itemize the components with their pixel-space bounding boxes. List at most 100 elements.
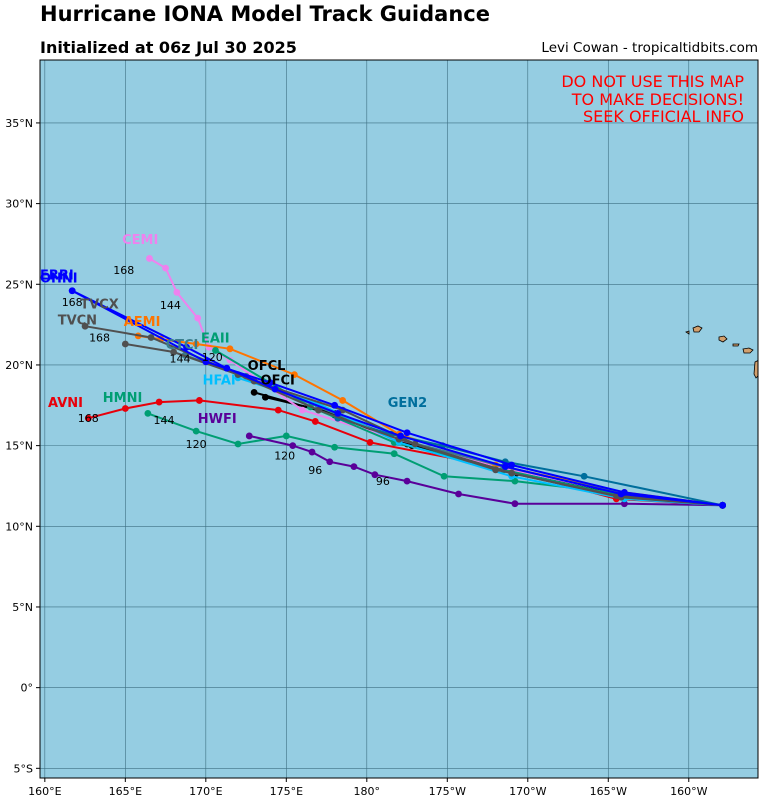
hour-label: 144 bbox=[170, 352, 191, 365]
hour-label: 168 bbox=[62, 296, 83, 309]
track-point-ohni bbox=[331, 401, 339, 409]
track-point-hwfi bbox=[289, 442, 297, 450]
hour-label: 96 bbox=[376, 475, 390, 488]
track-point-ofci bbox=[261, 393, 269, 401]
track-point-tvcx bbox=[492, 466, 499, 474]
track-point-avni bbox=[155, 398, 163, 406]
map-frame bbox=[39, 59, 759, 779]
track-point-hmni bbox=[511, 477, 519, 485]
track-point-hwfi bbox=[308, 448, 316, 456]
x-tick-label: 170°E bbox=[189, 785, 222, 798]
maui-island bbox=[742, 347, 754, 354]
track-point-ohni bbox=[620, 489, 628, 496]
warning-line-2: TO MAKE DECISIONS! bbox=[571, 90, 744, 109]
hour-label: 120 bbox=[274, 449, 295, 462]
track-point-ohni bbox=[266, 379, 274, 387]
track-point-ohni bbox=[508, 461, 516, 469]
track-point-tvcx bbox=[170, 348, 178, 356]
track-point-tvcn bbox=[147, 334, 155, 341]
track-point-cemi bbox=[194, 314, 202, 322]
track-point-ohni bbox=[68, 287, 76, 295]
track-point-avni bbox=[311, 418, 319, 425]
model-label-cemi: CEMI bbox=[122, 233, 158, 248]
hawaii-island bbox=[753, 360, 758, 379]
x-tick-label: 175°W bbox=[429, 785, 466, 798]
x-tick-label: 165°W bbox=[590, 785, 627, 798]
hour-label: 144 bbox=[160, 299, 181, 312]
y-tick-label: 25°N bbox=[5, 278, 33, 291]
track-point-avni bbox=[195, 397, 203, 404]
track-hfai bbox=[237, 376, 723, 507]
track-point-hmni bbox=[390, 450, 398, 458]
model-labels: 168 168 144 120 144 120 144 120 96 96 168 168 OFCLOF… bbox=[40, 233, 427, 488]
hour-label: 168 bbox=[78, 412, 99, 425]
track-point-aemi bbox=[290, 371, 298, 379]
land-features bbox=[685, 325, 758, 379]
y-tick-label: 30°N bbox=[5, 198, 33, 211]
track-point-ofcl bbox=[250, 388, 258, 396]
model-label-ohni: OHNI bbox=[40, 272, 78, 287]
model-label-erri: ERRI bbox=[40, 268, 74, 283]
track-point-hwfi bbox=[371, 471, 379, 479]
track-point-avni bbox=[84, 414, 92, 422]
warning-line-1: DO NOT USE THIS MAP bbox=[561, 72, 744, 91]
hour-label: 120 bbox=[202, 351, 223, 364]
track-point-avni bbox=[274, 406, 282, 414]
hour-label: 144 bbox=[153, 414, 174, 427]
warning-line-3: SEEK OFFICIAL INFO bbox=[583, 107, 744, 126]
track-point-aemi bbox=[192, 340, 200, 348]
track-point-hwfi bbox=[245, 432, 253, 440]
track-tvcx bbox=[125, 343, 723, 507]
track-point-erri bbox=[397, 432, 405, 440]
track-point-erri bbox=[334, 409, 342, 417]
model-label-gen2: GEN2 bbox=[388, 396, 427, 411]
kauai-island bbox=[692, 325, 703, 333]
track-point-tvcx bbox=[121, 340, 129, 348]
model-label-tvcn: TVCN bbox=[58, 314, 97, 329]
x-tick-label: 165°E bbox=[109, 785, 142, 798]
track-point-aemi bbox=[339, 397, 347, 404]
oahu-island bbox=[718, 335, 728, 343]
track-point-hmni bbox=[192, 427, 200, 435]
track-point-cemi bbox=[162, 264, 169, 272]
model-label-hmni: HMNI bbox=[103, 391, 143, 406]
track-point-hmni bbox=[331, 443, 339, 451]
x-tick-label: 175°E bbox=[270, 785, 303, 798]
y-tick-label: 15°N bbox=[5, 440, 33, 453]
ocean-background bbox=[40, 60, 758, 778]
track-point-cemi bbox=[173, 288, 181, 296]
track-point-erri bbox=[271, 385, 279, 393]
model-label-aemi: AEMI bbox=[124, 315, 161, 330]
track-point-ohni bbox=[202, 358, 210, 366]
y-tick-label: 0° bbox=[21, 682, 34, 695]
model-label-ofci: OFCI bbox=[261, 373, 295, 388]
track-point-hwfi bbox=[511, 500, 519, 508]
model-label-avni: AVNI bbox=[48, 396, 83, 411]
y-tick-label: 35°N bbox=[5, 117, 33, 130]
y-tick-label: 20°N bbox=[5, 359, 33, 372]
latitude-ticks: 5°S 0° 5°N 10°N 15°N 20°N 25°N 30°N 35°N bbox=[5, 117, 40, 775]
hour-label: 168 bbox=[113, 264, 134, 277]
track-point-cemi bbox=[146, 255, 153, 262]
track-point-hmni bbox=[234, 440, 242, 448]
y-tick-label: 10°N bbox=[5, 520, 33, 533]
track-point-erri bbox=[183, 343, 190, 351]
model-tracks bbox=[68, 255, 726, 509]
track-point-cemi bbox=[299, 406, 306, 414]
track-point-hmni bbox=[144, 409, 152, 417]
track-point-hmni bbox=[440, 472, 448, 480]
x-tick-label: 170°W bbox=[509, 785, 546, 798]
model-label-eaii: EAII bbox=[201, 331, 230, 346]
hour-label: 96 bbox=[308, 464, 322, 477]
x-tick-label: 180° bbox=[354, 785, 381, 798]
y-tick-label: 5°N bbox=[12, 601, 33, 614]
track-point-aemi bbox=[226, 345, 234, 353]
graticule bbox=[40, 60, 758, 778]
track-point-eaii bbox=[212, 347, 219, 354]
track-point-hwfi bbox=[350, 463, 358, 470]
init-time: Initialized at 06z Jul 30 2025 bbox=[40, 38, 297, 57]
credit-text: Levi Cowan - tropicaltidbits.com bbox=[541, 40, 758, 56]
hour-label: 120 bbox=[186, 438, 207, 451]
track-point-avni bbox=[121, 405, 129, 412]
